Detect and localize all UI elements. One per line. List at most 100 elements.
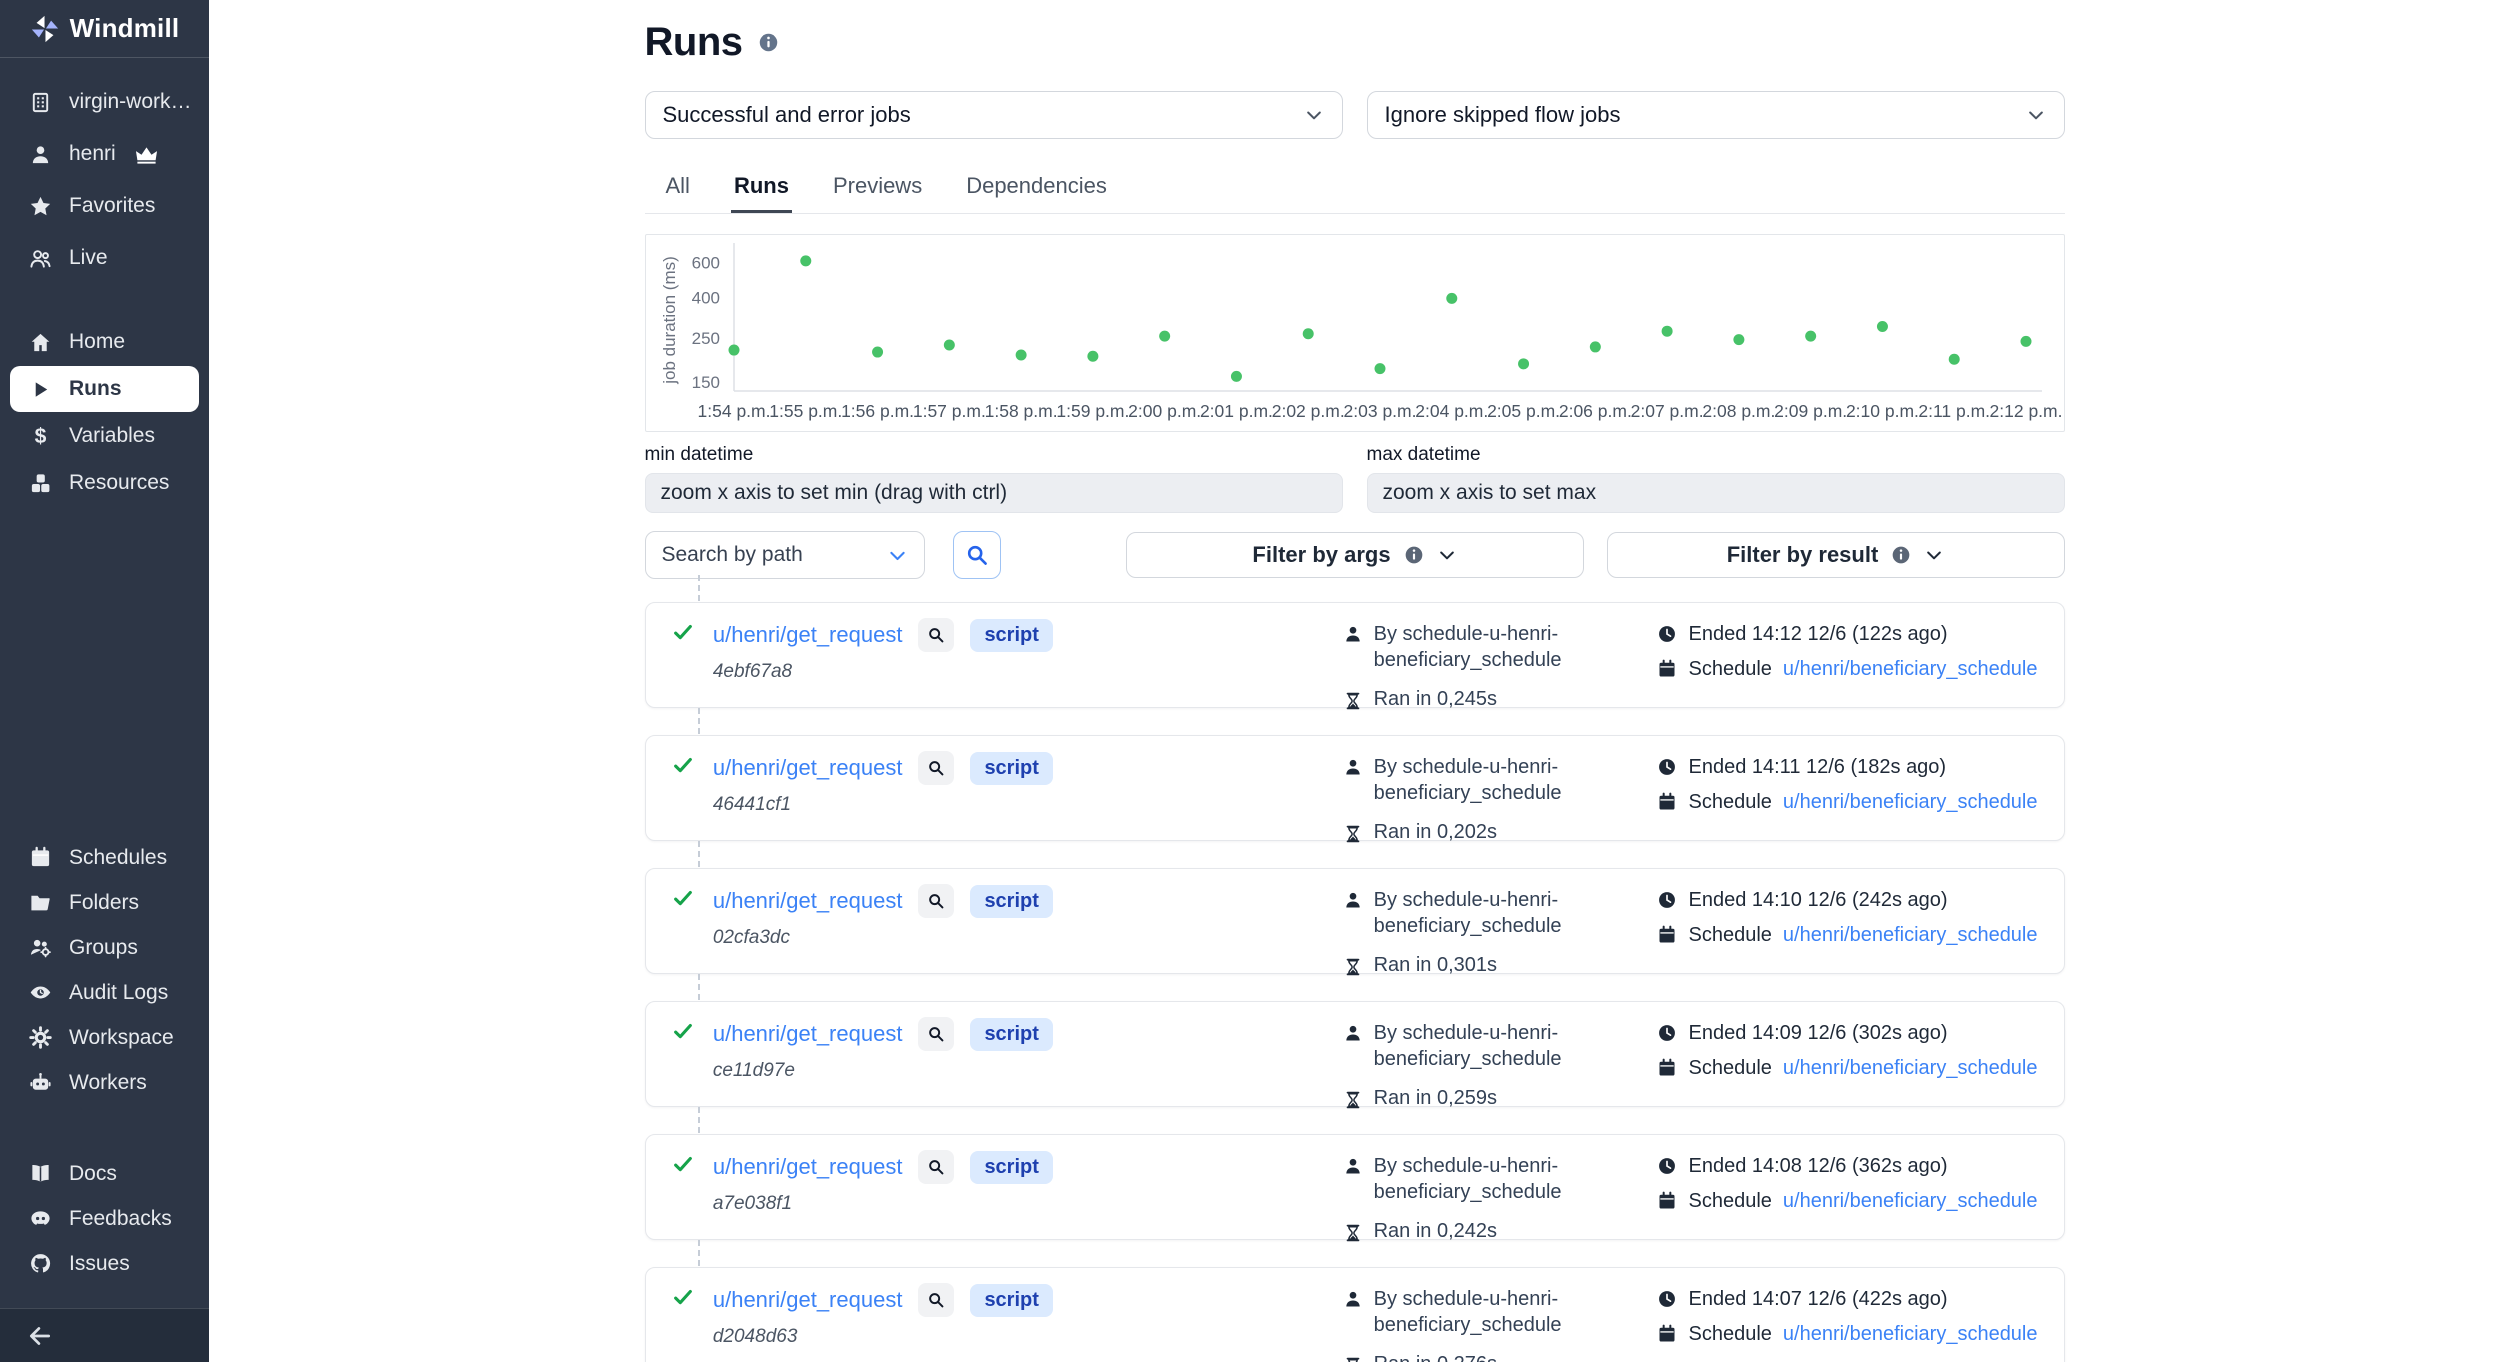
magnifier-icon [927, 759, 945, 777]
sidebar-link-item[interactable]: Docs [0, 1151, 209, 1196]
max-datetime-input[interactable] [1367, 473, 2065, 513]
user-icon [1343, 624, 1363, 644]
x-tick-label: 2:12 p.m. [1989, 401, 2062, 421]
tab[interactable]: All [663, 163, 693, 213]
x-tick-label: 2:07 p.m. [1630, 401, 1703, 421]
sidebar-admin-item[interactable]: Folders [0, 880, 209, 925]
ended-at: Ended 14:08 12/6 (362s ago) [1688, 1153, 1947, 1179]
x-tick-label: 2:05 p.m. [1487, 401, 1560, 421]
schedule-path-link[interactable]: u/henri/beneficiary_schedule [1783, 789, 2038, 815]
sidebar-top-group: virgin-worksp... henri Favorites Live [0, 76, 209, 284]
info-icon[interactable] [758, 32, 779, 53]
ended-at: Ended 14:10 12/6 (242s ago) [1688, 887, 1947, 913]
sidebar-admin-item[interactable]: Audit Logs [0, 970, 209, 1015]
sidebar: Windmill virgin-worksp... henri Favorite… [0, 0, 209, 1362]
job-status-select-value: Successful and error jobs [663, 102, 911, 128]
inspect-run-button[interactable] [918, 1150, 954, 1184]
schedule-label: Schedule [1688, 1188, 1771, 1214]
schedule-path-link[interactable]: u/henri/beneficiary_schedule [1783, 1188, 2038, 1214]
run-path-link[interactable]: u/henri/get_request [713, 888, 903, 914]
inspect-run-button[interactable] [918, 1283, 954, 1317]
x-tick-label: 1:56 p.m. [841, 401, 914, 421]
chevron-down-icon [1304, 105, 1324, 125]
schedule-label: Schedule [1688, 1321, 1771, 1347]
sidebar-link-item[interactable]: Feedbacks [0, 1196, 209, 1241]
sidebar-link-item[interactable]: Issues [0, 1241, 209, 1286]
y-tick-label: 250 [691, 329, 719, 348]
min-datetime-input[interactable] [645, 473, 1343, 513]
search-by-path-select[interactable]: Search by path [645, 531, 925, 579]
sidebar-item[interactable]: virgin-worksp... [0, 76, 209, 128]
filter-by-result-button[interactable]: Filter by result [1607, 532, 2065, 578]
run-path-link[interactable]: u/henri/get_request [713, 755, 903, 781]
hourglass-icon [1343, 824, 1363, 844]
hourglass-icon [1343, 1223, 1363, 1243]
sidebar-item[interactable]: Favorites [0, 180, 209, 232]
job-status-select[interactable]: Successful and error jobs [645, 91, 1343, 139]
schedule-path-link[interactable]: u/henri/beneficiary_schedule [1783, 1055, 2038, 1081]
svg-text:$: $ [35, 425, 47, 448]
x-tick-label: 1:59 p.m. [1056, 401, 1129, 421]
run-card[interactable]: u/henri/get_request script 46441cf1 By s… [645, 735, 2065, 841]
schedule-label: Schedule [1688, 789, 1771, 815]
run-path-link[interactable]: u/henri/get_request [713, 1154, 903, 1180]
sidebar-nav-item[interactable]: Home [10, 319, 199, 365]
run-duration: Ran in 0,202s [1374, 821, 1497, 844]
crown-icon [135, 143, 158, 166]
tab[interactable]: Runs [731, 163, 792, 213]
inspect-run-button[interactable] [918, 751, 954, 785]
filter-by-args-button[interactable]: Filter by args [1126, 532, 1584, 578]
sidebar-item[interactable]: Live [0, 232, 209, 284]
data-point [1230, 371, 1241, 382]
sidebar-nav-item[interactable]: Runs [10, 366, 199, 412]
run-path-link[interactable]: u/henri/get_request [713, 1287, 903, 1313]
inspect-run-button[interactable] [918, 1017, 954, 1051]
run-card[interactable]: u/henri/get_request script ce11d97e By s… [645, 1001, 2065, 1107]
flow-jobs-select-value: Ignore skipped flow jobs [1385, 102, 1621, 128]
job-duration-chart[interactable]: 600400250150job duration (ms)1:54 p.m.1:… [645, 234, 2065, 432]
sidebar-nav-item[interactable]: Resources [10, 460, 199, 506]
schedule-path-link[interactable]: u/henri/beneficiary_schedule [1783, 922, 2038, 948]
robot-icon [29, 1071, 52, 1094]
sidebar-admin-item[interactable]: Workers [0, 1060, 209, 1105]
sidebar-nav-item[interactable]: $ Variables [10, 413, 199, 459]
triggered-by: By schedule-u-henri-beneficiary_schedule [1374, 1286, 1624, 1338]
schedule-label: Schedule [1688, 922, 1771, 948]
calendar-icon [1657, 1324, 1677, 1344]
sidebar-item[interactable]: henri [0, 128, 209, 180]
sidebar-admin-item[interactable]: Groups [0, 925, 209, 970]
schedule-path-link[interactable]: u/henri/beneficiary_schedule [1783, 656, 2038, 682]
folder-icon [29, 891, 52, 914]
sidebar-admin-item[interactable]: Workspace [0, 1015, 209, 1060]
search-button[interactable] [953, 531, 1001, 579]
triggered-by: By schedule-u-henri-beneficiary_schedule [1374, 1153, 1624, 1205]
run-path-link[interactable]: u/henri/get_request [713, 1021, 903, 1047]
tab[interactable]: Previews [830, 163, 925, 213]
run-card[interactable]: u/henri/get_request script a7e038f1 By s… [645, 1134, 2065, 1240]
chevron-down-icon [2026, 105, 2046, 125]
sidebar-admin-item[interactable]: Schedules [0, 835, 209, 880]
eye-icon [29, 981, 52, 1004]
flow-jobs-select[interactable]: Ignore skipped flow jobs [1367, 91, 2065, 139]
max-datetime-label: max datetime [1367, 444, 2065, 466]
inspect-run-button[interactable] [918, 618, 954, 652]
data-point [943, 340, 954, 351]
run-path-link[interactable]: u/henri/get_request [713, 622, 903, 648]
calendar-icon [1657, 659, 1677, 679]
run-card[interactable]: u/henri/get_request script 02cfa3dc By s… [645, 868, 2065, 974]
inspect-run-button[interactable] [918, 884, 954, 918]
run-card[interactable]: u/henri/get_request script 4ebf67a8 By s… [645, 602, 2065, 708]
success-check-icon [672, 887, 694, 909]
run-card[interactable]: u/henri/get_request script d2048d63 By s… [645, 1267, 2065, 1362]
schedule-path-link[interactable]: u/henri/beneficiary_schedule [1783, 1321, 2038, 1347]
info-icon [1891, 545, 1911, 565]
ended-at: Ended 14:12 12/6 (122s ago) [1688, 621, 1947, 647]
x-tick-label: 2:00 p.m. [1128, 401, 1201, 421]
tab[interactable]: Dependencies [963, 163, 1110, 213]
success-check-icon [672, 1153, 694, 1175]
collapse-arrow-icon[interactable] [27, 1323, 53, 1349]
data-point [800, 255, 811, 266]
schedule-label: Schedule [1688, 656, 1771, 682]
app-logo[interactable]: Windmill [0, 0, 209, 58]
magnifier-icon [927, 1291, 945, 1309]
